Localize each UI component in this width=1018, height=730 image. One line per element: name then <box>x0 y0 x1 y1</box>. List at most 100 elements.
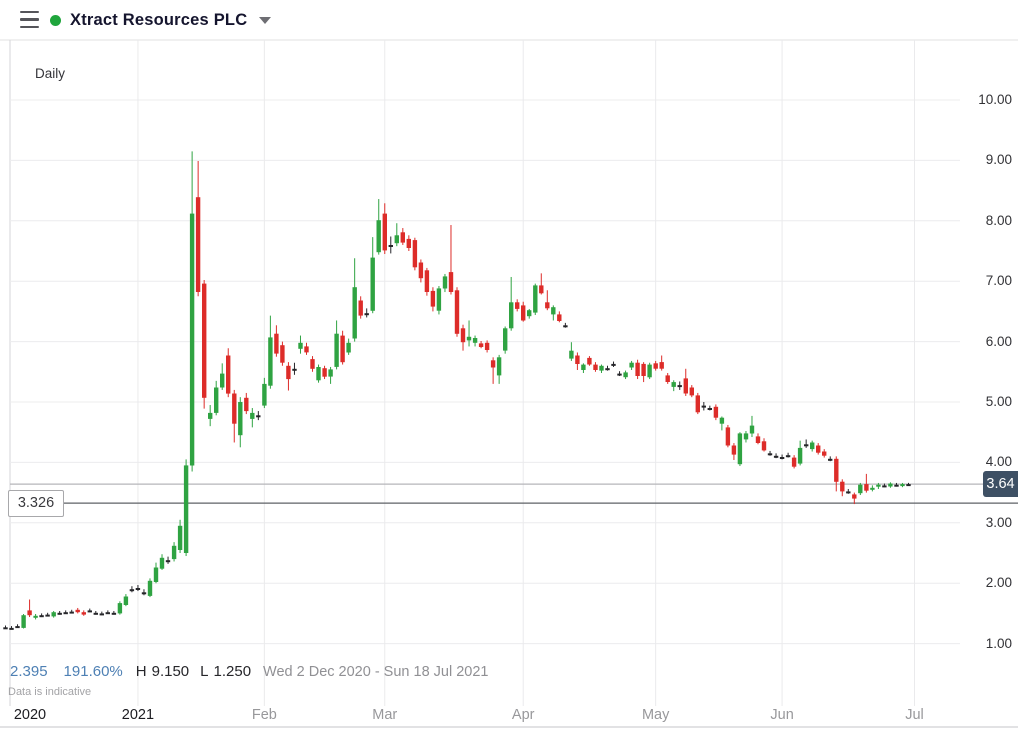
candle <box>280 341 285 366</box>
y-axis-label: 8.00 <box>985 212 1012 228</box>
y-axis-label: 7.00 <box>985 273 1012 289</box>
candle <box>45 612 50 617</box>
candle <box>214 380 219 416</box>
candle <box>749 415 755 438</box>
candle <box>262 377 267 409</box>
candle <box>707 405 712 411</box>
candle <box>828 456 833 462</box>
high-value: 9.150 <box>151 663 190 680</box>
candle <box>653 360 658 371</box>
y-axis-label: 5.00 <box>985 394 1012 409</box>
candle <box>515 299 520 312</box>
candle <box>767 450 773 456</box>
menu-icon-bar <box>20 18 39 21</box>
candle <box>695 392 700 415</box>
candle <box>202 279 207 409</box>
candle <box>533 283 538 316</box>
candle <box>551 305 556 321</box>
candle <box>575 352 580 370</box>
candle <box>864 473 869 493</box>
y-axis-label: 2.00 <box>985 575 1012 591</box>
candle <box>93 610 98 615</box>
candlestick-series <box>3 151 911 630</box>
candle <box>51 610 56 618</box>
candle <box>659 355 664 371</box>
market-open-dot-icon <box>50 14 61 26</box>
candle <box>581 363 586 374</box>
high-label: H <box>135 663 147 680</box>
candle <box>424 267 430 296</box>
candle <box>87 608 92 613</box>
candle <box>779 454 785 460</box>
candle <box>147 578 153 598</box>
candle <box>677 381 682 390</box>
candle <box>111 610 117 615</box>
candle <box>57 610 62 615</box>
menu-icon[interactable] <box>20 11 39 28</box>
candle <box>177 519 183 553</box>
candle <box>840 479 845 497</box>
candle <box>623 370 628 380</box>
candle <box>298 335 303 354</box>
indicative-note: Data is indicative <box>8 686 92 698</box>
candle <box>400 228 405 245</box>
candle <box>346 338 351 355</box>
x-axis-label: Mar <box>372 707 398 723</box>
candle <box>250 408 255 428</box>
candle <box>183 459 189 557</box>
candle <box>503 326 508 354</box>
candle <box>412 237 418 271</box>
change-absolute: 2.395 <box>10 663 48 680</box>
candle <box>671 380 676 392</box>
candle <box>496 354 502 384</box>
candle <box>713 404 719 421</box>
candle <box>382 203 387 255</box>
candle <box>791 455 797 469</box>
candle <box>69 609 74 614</box>
candle <box>737 432 743 467</box>
y-axis-label: 6.00 <box>985 333 1012 349</box>
candle <box>647 362 652 380</box>
change-percent: 191.60% <box>63 663 123 680</box>
candle <box>629 360 634 370</box>
candle <box>761 438 767 452</box>
y-axis-label: 3.00 <box>985 514 1012 530</box>
candle <box>725 424 731 448</box>
candle <box>141 589 147 596</box>
candle <box>274 325 279 357</box>
candle <box>81 610 86 616</box>
candle <box>545 290 550 311</box>
candle <box>304 342 309 355</box>
candle <box>539 273 544 295</box>
candle <box>888 482 893 488</box>
candle <box>430 287 436 312</box>
candle <box>521 301 526 322</box>
candle <box>846 488 851 494</box>
candle <box>394 223 399 247</box>
candle <box>358 296 363 319</box>
date-range: Wed 2 Dec 2020 - Sun 18 Jul 2021 <box>263 664 489 680</box>
candle <box>165 556 171 564</box>
candle <box>21 614 26 629</box>
low-value: 1.250 <box>213 663 252 680</box>
candle <box>256 411 261 421</box>
candle <box>322 365 327 380</box>
candle <box>27 599 32 618</box>
candle <box>418 259 424 283</box>
candle <box>232 389 237 443</box>
candle <box>208 405 213 427</box>
candle <box>870 485 875 492</box>
chevron-down-icon <box>259 16 272 24</box>
candle <box>135 585 141 592</box>
candle <box>635 359 640 380</box>
candle <box>882 483 887 488</box>
x-axis-label: Jun <box>770 707 794 723</box>
candle <box>328 366 333 384</box>
status-bar: 2.395 191.60% H 9.150 L 1.250 Wed 2 Dec … <box>10 663 488 680</box>
candle <box>171 542 177 562</box>
y-axis-label: 4.00 <box>985 454 1012 470</box>
instrument-selector[interactable]: Xtract Resources PLC <box>50 0 272 40</box>
